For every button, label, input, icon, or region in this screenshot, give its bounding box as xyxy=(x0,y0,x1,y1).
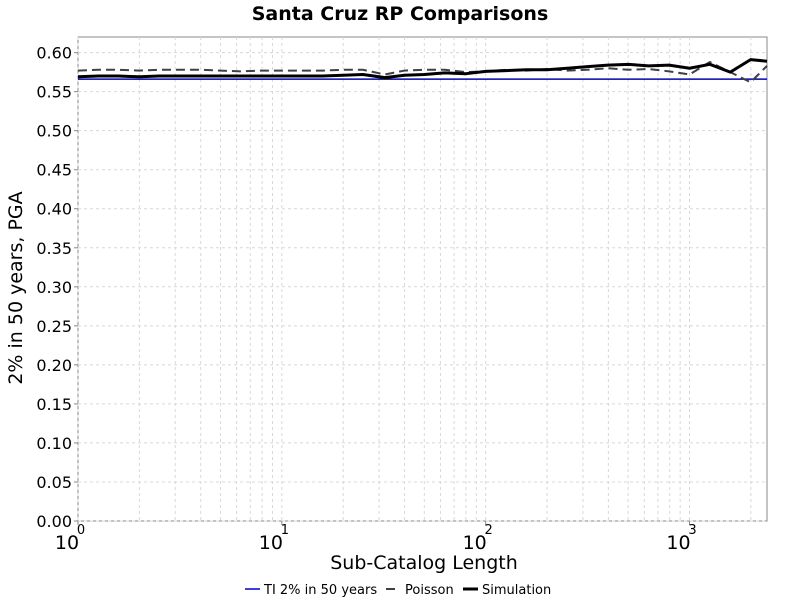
y-tick-label: 0.00 xyxy=(36,512,72,531)
y-tick-label: 0.25 xyxy=(36,317,72,336)
legend: TI 2% in 50 years Poisson Simulation xyxy=(245,583,551,598)
series-line-poisson xyxy=(77,60,768,84)
y-tick-label: 0.35 xyxy=(36,239,72,258)
y-axis-ticks: 0.00 0.05 0.10 0.15 0.20 0.25 0.30 0.35 0.40 0.45… xyxy=(36,44,78,531)
y-tick-label: 0.05 xyxy=(36,473,72,492)
y-tick-label: 0.55 xyxy=(36,83,72,102)
plot-area xyxy=(77,36,768,522)
y-tick-label: 0.60 xyxy=(36,44,72,63)
x-tick-label-base: 10 xyxy=(259,532,283,554)
x-tick-label-exponent: 1 xyxy=(281,523,289,538)
grid-lines xyxy=(77,37,767,522)
series-line-simulation xyxy=(77,58,768,80)
x-axis-label: Sub-Catalog Length xyxy=(330,552,518,574)
y-tick-label: 0.20 xyxy=(36,356,72,375)
x-tick-label-exponent: 3 xyxy=(688,523,696,538)
y-tick-label: 0.15 xyxy=(36,395,72,414)
y-tick-label: 0.45 xyxy=(36,161,72,180)
x-tick-label-exponent: 0 xyxy=(77,523,85,538)
y-tick-label: 0.10 xyxy=(36,434,72,453)
legend-label: Simulation xyxy=(482,583,551,598)
y-tick-label: 0.40 xyxy=(36,200,72,219)
x-tick-label-base: 10 xyxy=(666,532,690,554)
series-layer xyxy=(77,58,768,84)
y-axis-label: 2% in 50 years, PGA xyxy=(5,191,27,384)
x-tick-label-base: 10 xyxy=(463,532,487,554)
x-tick-label-base: 10 xyxy=(55,532,79,554)
x-tick-label-exponent: 2 xyxy=(485,523,493,538)
y-tick-label: 0.30 xyxy=(36,278,72,297)
chart-title: Santa Cruz RP Comparisons xyxy=(252,3,549,25)
legend-label: TI 2% in 50 years xyxy=(263,583,377,598)
y-tick-label: 0.50 xyxy=(36,122,72,141)
legend-label: Poisson xyxy=(405,583,454,598)
